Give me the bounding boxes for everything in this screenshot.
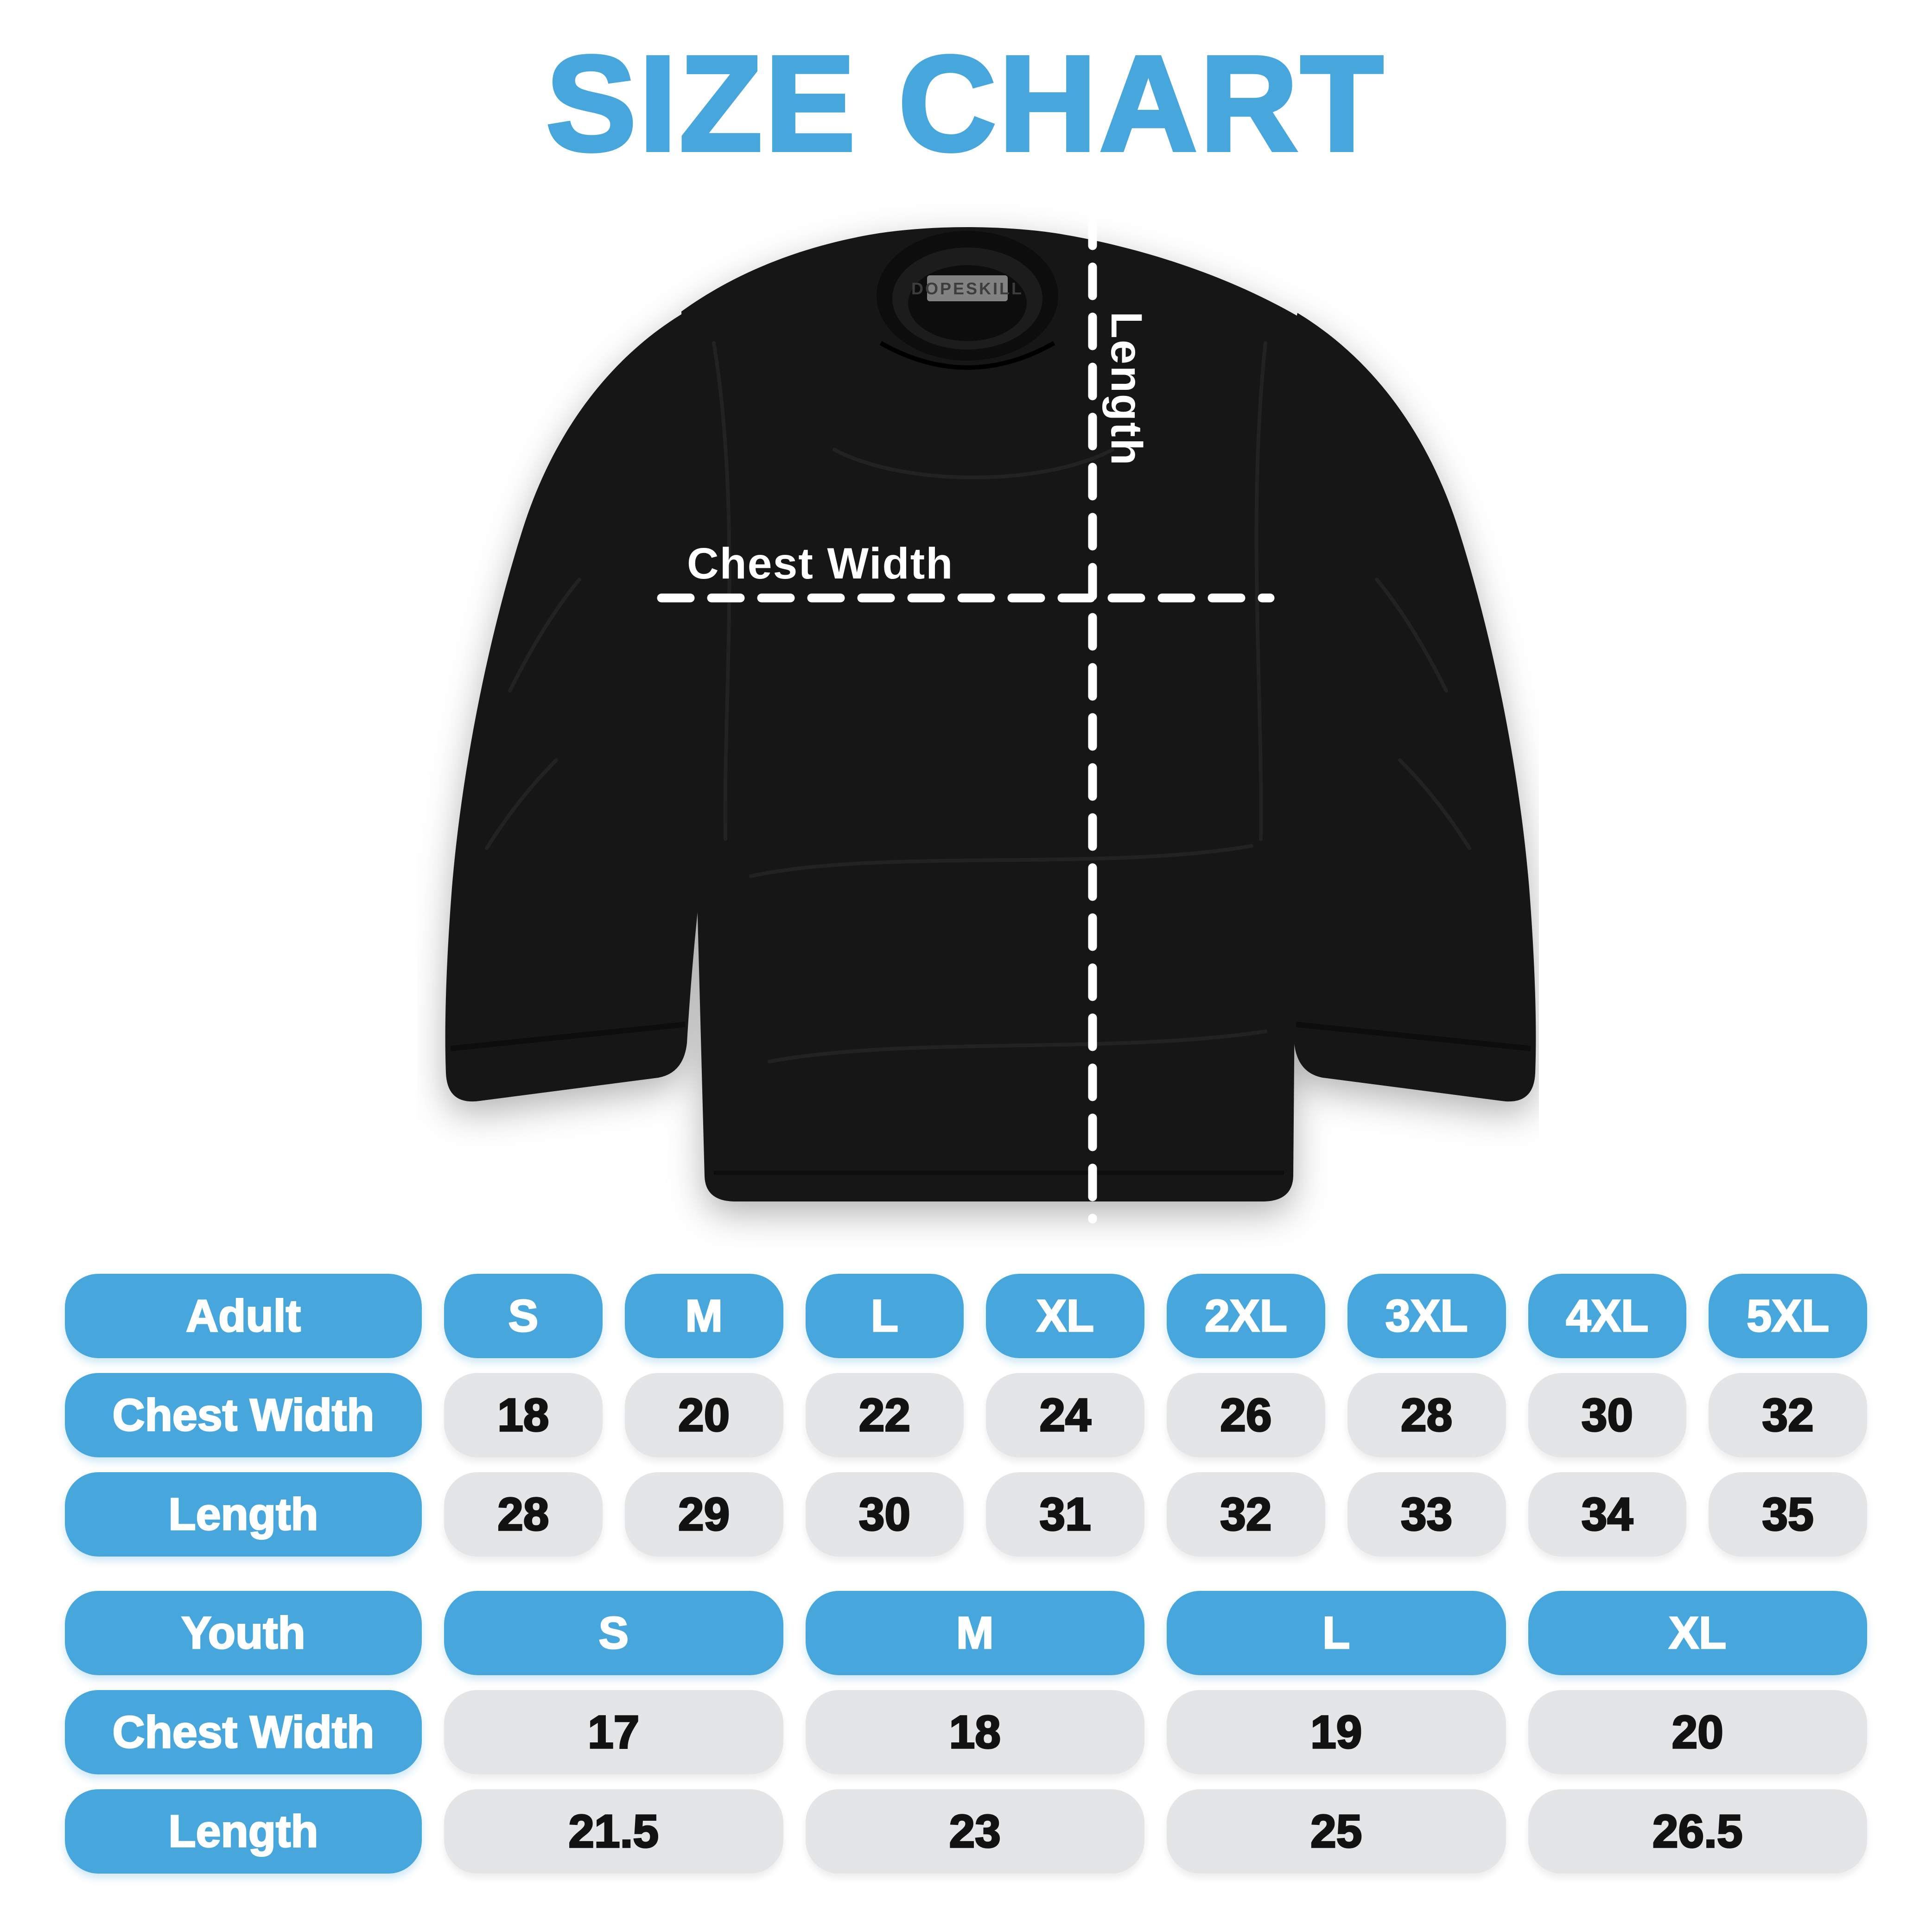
page-title: SIZE CHART: [544, 26, 1386, 181]
youth-length-value: 21.5: [444, 1789, 783, 1874]
youth-chest-row-label: Chest Width: [65, 1690, 422, 1774]
adult-length-value: 29: [624, 1472, 783, 1557]
shirt-body: [681, 227, 1300, 1201]
adult-size-xl: XL: [986, 1274, 1144, 1358]
youth-length-value: 25: [1167, 1789, 1506, 1874]
youth-size-m: M: [805, 1591, 1144, 1675]
adult-length-value: 30: [805, 1472, 964, 1557]
adult-chest-value: 24: [986, 1373, 1144, 1457]
adult-chest-width-row: Chest Width 18 20 22 24 26 28 30 32: [65, 1373, 1867, 1457]
adult-size-m: M: [624, 1274, 783, 1358]
adult-size-5xl: 5XL: [1709, 1274, 1867, 1358]
long-sleeve-shirt-illustration: DOPESKILL Length Chest Width: [445, 212, 1536, 1224]
brand-tag: DOPESKILL: [911, 275, 1023, 301]
youth-chest-value: 20: [1528, 1690, 1867, 1774]
youth-length-value: 26.5: [1528, 1789, 1867, 1874]
adult-chest-value: 26: [1167, 1373, 1325, 1457]
adult-length-row-label: Length: [65, 1472, 422, 1557]
youth-table-title: Youth: [65, 1591, 422, 1675]
youth-size-l: L: [1167, 1591, 1506, 1675]
adult-chest-value: 18: [444, 1373, 603, 1457]
shirt-wrinkles: [485, 341, 1471, 1063]
adult-length-value: 32: [1167, 1472, 1325, 1557]
shirt-diagram: DOPESKILL Length Chest Width: [417, 190, 1539, 1247]
youth-chest-width-row: Chest Width 17 18 19 20: [65, 1690, 1867, 1774]
adult-size-4xl: 4XL: [1528, 1274, 1687, 1358]
adult-length-value: 28: [444, 1472, 603, 1557]
adult-length-value: 31: [986, 1472, 1144, 1557]
youth-size-table: Youth S M L XL Chest Width 17 18 19 20 L…: [65, 1591, 1867, 1888]
adult-length-value: 34: [1528, 1472, 1687, 1557]
adult-size-l: L: [805, 1274, 964, 1358]
youth-chest-value: 17: [444, 1690, 783, 1774]
youth-length-value: 23: [805, 1789, 1144, 1874]
shirt-cuffs: [450, 1022, 1531, 1175]
adult-chest-row-label: Chest Width: [65, 1373, 422, 1457]
length-measure-label: Length: [1102, 311, 1151, 467]
adult-length-value: 33: [1347, 1472, 1506, 1557]
youth-size-xl: XL: [1528, 1591, 1867, 1675]
adult-length-value: 35: [1709, 1472, 1867, 1557]
adult-chest-value: 28: [1347, 1373, 1506, 1457]
youth-chest-value: 19: [1167, 1690, 1506, 1774]
adult-chest-value: 30: [1528, 1373, 1687, 1457]
youth-size-s: S: [444, 1591, 783, 1675]
youth-chest-value: 18: [805, 1690, 1144, 1774]
adult-size-s: S: [444, 1274, 603, 1358]
brand-label: DOPESKILL: [911, 279, 1023, 298]
adult-size-table: Adult S M L XL 2XL 3XL 4XL 5XL Chest Wid…: [65, 1274, 1867, 1571]
youth-length-row: Length 21.5 23 25 26.5: [65, 1789, 1867, 1874]
adult-chest-value: 22: [805, 1373, 964, 1457]
adult-chest-value: 32: [1709, 1373, 1867, 1457]
adult-chest-value: 20: [624, 1373, 783, 1457]
shirt-left-sleeve: [445, 313, 742, 1102]
youth-header-row: Youth S M L XL: [65, 1591, 1867, 1675]
shirt-right-sleeve: [1239, 313, 1536, 1102]
youth-length-row-label: Length: [65, 1789, 422, 1874]
adult-size-3xl: 3XL: [1347, 1274, 1506, 1358]
adult-length-row: Length 28 29 30 31 32 33 34 35: [65, 1472, 1867, 1557]
adult-table-title: Adult: [65, 1274, 422, 1358]
adult-size-2xl: 2XL: [1167, 1274, 1325, 1358]
chest-measure-label: Chest Width: [687, 539, 953, 588]
adult-header-row: Adult S M L XL 2XL 3XL 4XL 5XL: [65, 1274, 1867, 1358]
